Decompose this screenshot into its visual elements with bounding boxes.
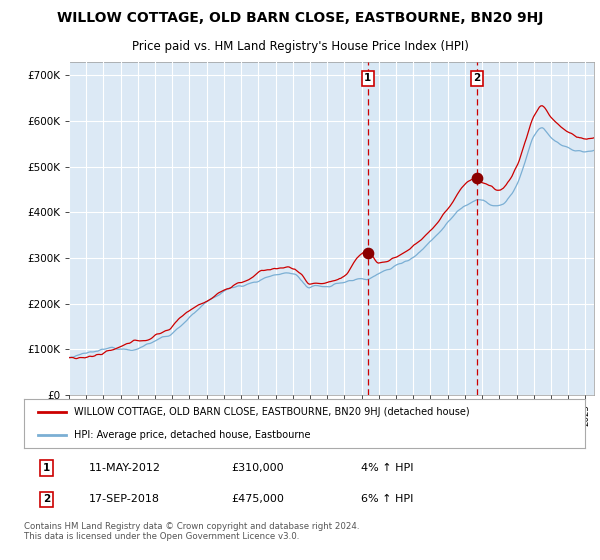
Text: £310,000: £310,000: [232, 463, 284, 473]
Text: WILLOW COTTAGE, OLD BARN CLOSE, EASTBOURNE, BN20 9HJ (detached house): WILLOW COTTAGE, OLD BARN CLOSE, EASTBOUR…: [74, 407, 470, 417]
Text: 17-SEP-2018: 17-SEP-2018: [89, 494, 160, 505]
Text: 1: 1: [43, 463, 50, 473]
Text: 6% ↑ HPI: 6% ↑ HPI: [361, 494, 413, 505]
Text: 4% ↑ HPI: 4% ↑ HPI: [361, 463, 413, 473]
Text: 1: 1: [364, 73, 371, 83]
Bar: [368, 62, 477, 395]
Point: [472, 174, 482, 183]
Text: Contains HM Land Registry data © Crown copyright and database right 2024.
This d: Contains HM Land Registry data © Crown c…: [24, 522, 359, 541]
Point: [363, 249, 373, 258]
Text: 2: 2: [473, 73, 481, 83]
Text: HPI: Average price, detached house, Eastbourne: HPI: Average price, detached house, East…: [74, 430, 311, 440]
Text: Price paid vs. HM Land Registry's House Price Index (HPI): Price paid vs. HM Land Registry's House …: [131, 40, 469, 53]
Text: WILLOW COTTAGE, OLD BARN CLOSE, EASTBOURNE, BN20 9HJ: WILLOW COTTAGE, OLD BARN CLOSE, EASTBOUR…: [57, 12, 543, 26]
Text: £475,000: £475,000: [232, 494, 284, 505]
Text: 2: 2: [43, 494, 50, 505]
Text: 11-MAY-2012: 11-MAY-2012: [89, 463, 161, 473]
